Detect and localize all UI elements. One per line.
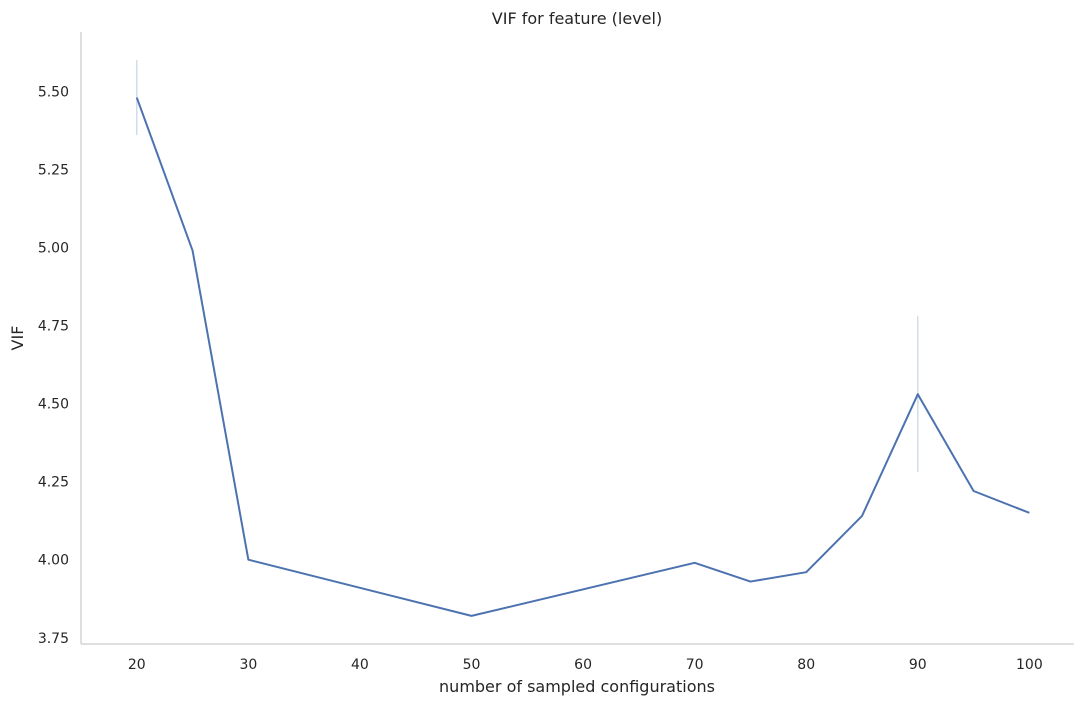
x-tick-label-100: 100 xyxy=(1016,657,1043,673)
y-axis-label: VIF xyxy=(8,326,27,351)
x-tick-label-70: 70 xyxy=(686,657,704,673)
chart-title: VIF for feature (level) xyxy=(492,9,662,28)
y-tick-labels: 3.75 4.00 4.25 4.50 4.75 5.00 5.25 5.50 xyxy=(38,84,69,646)
y-tick-label-2: 4.25 xyxy=(38,475,69,491)
y-tick-label-6: 5.25 xyxy=(38,162,69,178)
x-tick-labels: 20 30 40 50 60 70 80 90 100 xyxy=(128,657,1043,673)
x-tick-label-50: 50 xyxy=(463,657,481,673)
x-tick-label-60: 60 xyxy=(574,657,592,673)
y-tick-label-0: 3.75 xyxy=(38,631,69,647)
x-axis-label: number of sampled configurations xyxy=(439,677,715,696)
error-bars xyxy=(136,60,919,473)
series-line-0 xyxy=(135,97,1030,617)
x-tick-label-20: 20 xyxy=(128,657,146,673)
y-tick-label-5: 5.00 xyxy=(38,240,69,256)
y-tick-label-3: 4.50 xyxy=(38,397,69,413)
x-tick-label-90: 90 xyxy=(909,657,927,673)
y-tick-label-7: 5.50 xyxy=(38,84,69,100)
y-tick-label-1: 4.00 xyxy=(38,553,69,569)
y-tick-label-4: 4.75 xyxy=(38,319,69,335)
x-tick-label-80: 80 xyxy=(797,657,815,673)
x-tick-label-30: 30 xyxy=(239,657,257,673)
x-tick-label-40: 40 xyxy=(351,657,369,673)
series-lines xyxy=(135,97,1030,617)
